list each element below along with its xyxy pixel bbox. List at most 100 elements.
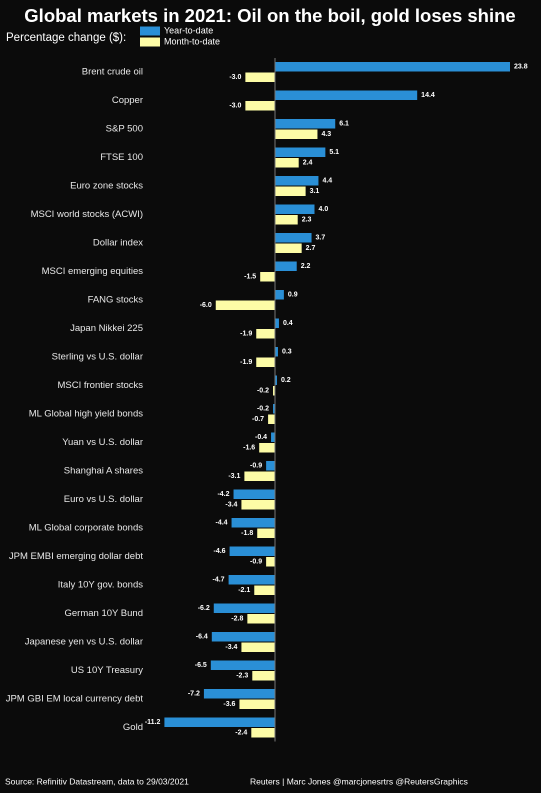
category-label: Japanese yen vs U.S. dollar — [25, 637, 143, 648]
bar — [229, 546, 275, 556]
bar — [266, 557, 275, 567]
bar — [268, 414, 275, 424]
value-label: 0.2 — [281, 377, 291, 384]
bar — [275, 243, 302, 253]
bar — [213, 603, 275, 613]
value-label: -4.4 — [215, 520, 227, 527]
value-label: -1.5 — [244, 274, 256, 281]
category-label: Brent crude oil — [82, 67, 143, 78]
value-label: -2.4 — [235, 730, 247, 737]
bar — [266, 461, 275, 471]
value-label: -3.4 — [225, 502, 237, 509]
value-label: 2.4 — [303, 160, 313, 167]
value-label: -4.7 — [213, 577, 225, 584]
value-label: 3.7 — [316, 235, 326, 242]
bar — [256, 357, 275, 367]
bar — [273, 386, 275, 396]
value-label: 6.1 — [339, 121, 349, 128]
bar — [275, 158, 299, 168]
bar — [251, 728, 275, 738]
value-label: -6.5 — [195, 662, 207, 669]
category-label: Sterling vs U.S. dollar — [52, 352, 143, 363]
value-label: -6.4 — [196, 634, 208, 641]
value-label: -2.3 — [236, 673, 248, 680]
bar — [233, 489, 275, 499]
category-label: FTSE 100 — [100, 152, 143, 163]
bar — [245, 72, 275, 82]
value-label: 23.8 — [514, 64, 528, 71]
bar — [275, 176, 319, 186]
bar — [211, 632, 275, 642]
legend-label: Month-to-date — [164, 36, 220, 46]
bar — [275, 347, 278, 357]
value-label: -1.8 — [241, 530, 253, 537]
value-label: -4.2 — [217, 491, 229, 498]
value-label: -0.2 — [257, 388, 269, 395]
bar — [275, 119, 336, 129]
value-label: 2.7 — [306, 245, 316, 252]
value-label: -1.6 — [243, 445, 255, 452]
value-label: -1.9 — [240, 331, 252, 338]
bar — [271, 432, 275, 442]
legend-swatch — [140, 37, 160, 47]
value-label: 14.4 — [421, 92, 435, 99]
legend-swatch — [140, 26, 160, 36]
value-label: -11.2 — [145, 719, 161, 726]
value-label: 4.3 — [321, 131, 331, 138]
bar — [273, 404, 275, 414]
subtitle: Percentage change ($): — [6, 32, 126, 44]
value-label: -0.9 — [250, 559, 262, 566]
value-label: 2.3 — [302, 217, 312, 224]
value-label: 3.1 — [310, 188, 320, 195]
bar — [275, 186, 306, 196]
bar — [275, 290, 284, 300]
category-label: MSCI frontier stocks — [57, 380, 143, 391]
bar — [275, 261, 297, 271]
value-label: -2.8 — [231, 616, 243, 623]
bar — [215, 300, 275, 310]
bar — [275, 90, 418, 100]
bar — [239, 699, 275, 709]
value-label: 2.2 — [301, 263, 311, 270]
category-label: Japan Nikkei 225 — [70, 323, 143, 334]
value-label: 0.3 — [282, 349, 292, 356]
bar — [275, 233, 312, 243]
value-label: -7.2 — [188, 691, 200, 698]
bar — [241, 642, 275, 652]
value-label: 0.9 — [288, 292, 298, 299]
category-label: Gold — [123, 722, 143, 733]
bar — [254, 585, 275, 595]
category-label: Italy 10Y gov. bonds — [58, 580, 143, 591]
category-label: Yuan vs U.S. dollar — [62, 437, 143, 448]
bar — [275, 147, 326, 157]
value-label: -3.0 — [229, 74, 241, 81]
value-label: -3.1 — [228, 473, 240, 480]
category-label: MSCI world stocks (ACWI) — [31, 209, 143, 220]
category-label: ML Global corporate bonds — [29, 523, 143, 534]
credit: Reuters | Marc Jones @marcjonesrtrs @Reu… — [250, 776, 468, 786]
bar — [275, 204, 315, 214]
bar — [247, 614, 275, 624]
category-label: ML Global high yield bonds — [29, 409, 143, 420]
value-label: -0.4 — [255, 434, 267, 441]
value-label: 4.0 — [318, 206, 328, 213]
category-label: FANG stocks — [88, 295, 144, 306]
category-label: JPM EMBI emerging dollar debt — [9, 551, 143, 562]
bar — [256, 329, 275, 339]
bar — [260, 272, 275, 282]
value-label: -0.2 — [257, 406, 269, 413]
bar — [252, 671, 275, 681]
bar — [275, 375, 277, 385]
category-label: S&P 500 — [106, 124, 143, 135]
bar — [241, 500, 275, 510]
bar — [228, 575, 275, 585]
value-label: -0.7 — [252, 416, 264, 423]
source: Source: Refinitiv Datastream, data to 29… — [5, 776, 189, 786]
bar — [210, 660, 275, 670]
category-label: Euro vs U.S. dollar — [64, 494, 143, 505]
value-label: 4.4 — [322, 178, 332, 185]
value-label: -3.6 — [223, 701, 235, 708]
bar — [203, 689, 275, 699]
bar — [244, 471, 275, 481]
